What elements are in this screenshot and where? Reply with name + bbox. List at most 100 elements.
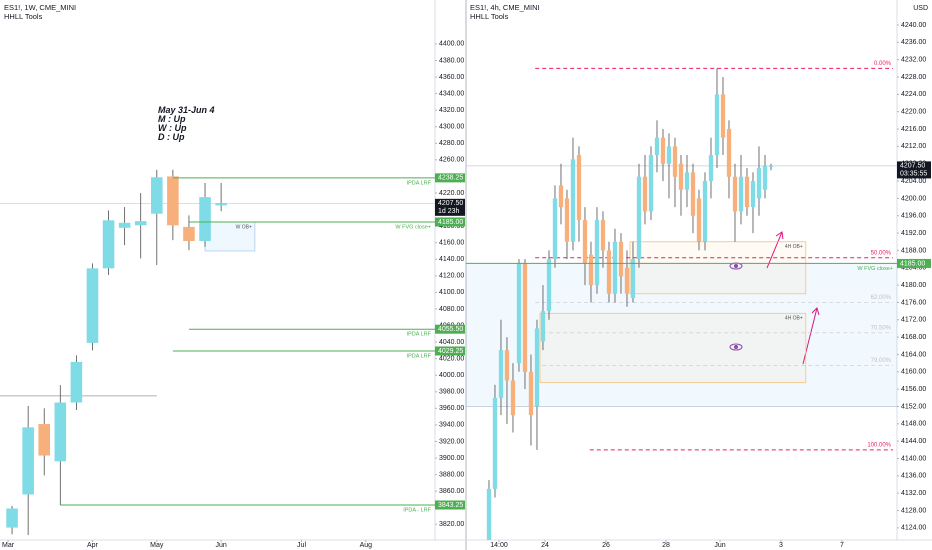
y-tick-label: 4196.00 bbox=[901, 213, 926, 220]
price-tag-label: 4029.25 bbox=[438, 348, 463, 355]
candle-body bbox=[6, 508, 18, 528]
order-block bbox=[539, 312, 807, 384]
order-block-label: W OB+ bbox=[236, 224, 252, 230]
price-tag-label: 4185.00 bbox=[438, 219, 463, 226]
y-tick-label: 4144.00 bbox=[901, 438, 926, 445]
x-tick-label: Apr bbox=[87, 542, 99, 549]
y-tick-label: 4400.00 bbox=[439, 41, 464, 48]
price-tag-label: 4055.50 bbox=[438, 326, 463, 333]
candle-body bbox=[702, 181, 708, 242]
level-label: IPDA LRF bbox=[407, 353, 432, 359]
price-tag bbox=[435, 500, 465, 510]
candle-body bbox=[492, 397, 498, 489]
candle-body bbox=[690, 172, 696, 216]
last-price-tag bbox=[435, 198, 465, 216]
fib-label: 50.00% bbox=[871, 250, 892, 256]
candle-body bbox=[86, 268, 99, 343]
candle-body bbox=[486, 488, 492, 540]
y-tick-label: 3940.00 bbox=[439, 422, 464, 429]
fib-label: 79.00% bbox=[871, 358, 892, 364]
x-tick-label: 28 bbox=[662, 542, 670, 549]
y-tick-label: 4080.00 bbox=[439, 306, 464, 313]
y-tick-label: 3880.00 bbox=[439, 471, 464, 478]
y-tick-label: 4260.00 bbox=[439, 157, 464, 164]
candle-body bbox=[522, 263, 528, 372]
y-tick-label: 4200.00 bbox=[901, 195, 926, 202]
order-block bbox=[629, 241, 807, 295]
y-tick-label: 4152.00 bbox=[901, 403, 926, 410]
countdown-label: 03:35:55 bbox=[900, 171, 927, 178]
candle-body bbox=[54, 402, 67, 462]
y-tick-label: 4192.00 bbox=[901, 230, 926, 237]
candle-body bbox=[750, 181, 756, 208]
candle-body bbox=[630, 259, 636, 299]
order-block-label: 4H OB+ bbox=[785, 316, 803, 322]
order-block-label: 4H OB+ bbox=[785, 244, 803, 250]
y-tick-label: 4224.00 bbox=[901, 91, 926, 98]
price-tag-label: 4185.00 bbox=[900, 260, 925, 267]
price-tag bbox=[435, 324, 465, 334]
y-tick-label: 4220.00 bbox=[901, 109, 926, 116]
last-price-label: 4207.50 bbox=[438, 200, 463, 207]
x-tick-label: 14:00 bbox=[490, 542, 508, 549]
level-label: IPDA LRF bbox=[407, 332, 432, 338]
candle-body bbox=[118, 222, 131, 228]
y-tick-label: 3860.00 bbox=[439, 488, 464, 495]
y-tick-label: 4140.00 bbox=[901, 455, 926, 462]
last-price-tag bbox=[897, 161, 931, 179]
y-tick-label: 4020.00 bbox=[439, 355, 464, 362]
candle-body bbox=[684, 172, 690, 190]
candle-body bbox=[151, 177, 163, 214]
x-tick-label: Mar bbox=[2, 542, 15, 549]
y-tick-label: 4360.00 bbox=[439, 74, 464, 81]
candle-body bbox=[552, 198, 558, 260]
y-tick-label: 4216.00 bbox=[901, 126, 926, 133]
y-tick-label: 4204.00 bbox=[901, 178, 926, 185]
y-tick-label: 4040.00 bbox=[439, 339, 464, 346]
candle-body bbox=[582, 220, 588, 264]
candle-body bbox=[70, 361, 83, 403]
candle-body bbox=[768, 165, 774, 167]
y-tick-label: 4168.00 bbox=[901, 334, 926, 341]
candle-body bbox=[756, 168, 762, 199]
y-tick-label: 4160.00 bbox=[439, 240, 464, 247]
candle-body bbox=[38, 424, 51, 456]
plot-area bbox=[466, 67, 897, 540]
candle-body bbox=[22, 427, 34, 495]
candle-body bbox=[660, 137, 666, 164]
candle-body bbox=[504, 350, 510, 381]
x-tick-label: May bbox=[150, 542, 164, 549]
price-tag bbox=[435, 173, 465, 183]
candle-body bbox=[600, 220, 606, 251]
y-tick-label: 4280.00 bbox=[439, 140, 464, 147]
candle-body bbox=[612, 241, 618, 294]
candle-body bbox=[564, 198, 570, 242]
y-tick-label: 4000.00 bbox=[439, 372, 464, 379]
candle-body bbox=[510, 380, 516, 416]
candle-body bbox=[167, 176, 179, 226]
candle-body bbox=[648, 155, 654, 212]
level-label: IPDA - LRF bbox=[403, 507, 431, 513]
candle-body bbox=[516, 263, 522, 364]
fib-label: 100.00% bbox=[867, 442, 891, 448]
y-tick-label: 4156.00 bbox=[901, 386, 926, 393]
candle-body bbox=[594, 220, 600, 286]
y-tick-label: 4136.00 bbox=[901, 473, 926, 480]
y-tick-label: 4164.00 bbox=[901, 351, 926, 358]
fib-label: 0.00% bbox=[874, 61, 892, 67]
y-tick-label: 4300.00 bbox=[439, 124, 464, 131]
candle-body bbox=[738, 176, 744, 212]
x-tick-label: 26 bbox=[602, 542, 610, 549]
y-tick-label: 4240.00 bbox=[901, 22, 926, 29]
symbol-title: ES1!, 1W, CME_MINI bbox=[4, 3, 76, 12]
price-tag bbox=[897, 258, 931, 268]
y-tick-label: 4184.00 bbox=[901, 265, 926, 272]
y-tick-label: 4380.00 bbox=[439, 57, 464, 64]
y-tick-label: 4340.00 bbox=[439, 90, 464, 97]
candle-body bbox=[534, 328, 540, 407]
candle-body bbox=[708, 155, 714, 182]
candle-body bbox=[666, 146, 672, 164]
price-tag bbox=[435, 217, 465, 227]
price-tag bbox=[435, 346, 465, 356]
